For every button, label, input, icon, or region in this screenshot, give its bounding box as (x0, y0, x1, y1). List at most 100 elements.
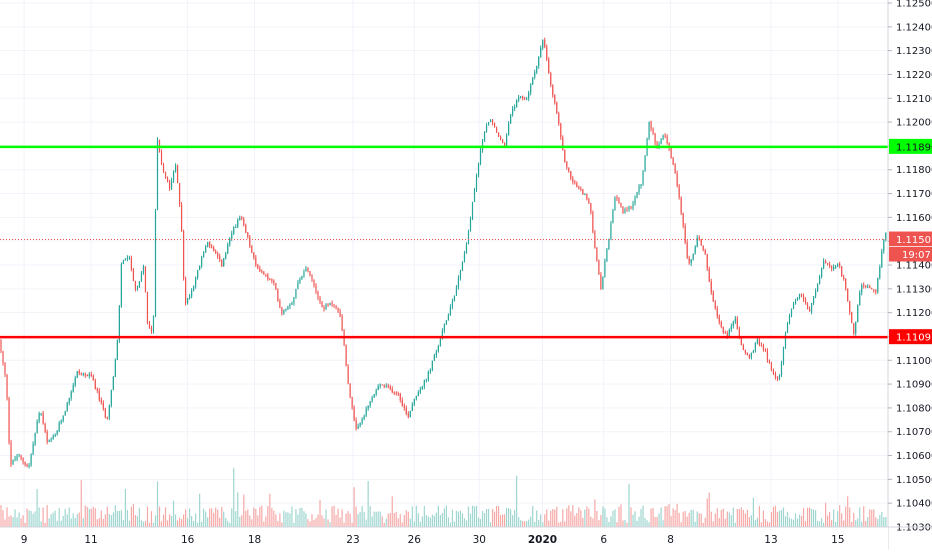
volume-bar (672, 508, 674, 527)
candle-body (790, 308, 793, 316)
candle-body (726, 333, 728, 337)
candle-body (780, 362, 783, 377)
volume-bar (231, 508, 233, 527)
candle-body (273, 280, 275, 284)
volume-bar (853, 512, 855, 527)
candle-body (672, 157, 674, 165)
volume-bar (213, 512, 215, 527)
volume-bar (718, 518, 720, 527)
candle-body (564, 149, 566, 162)
y-tick-label: 1.11600 (896, 213, 932, 224)
candle-body (253, 252, 255, 258)
candle-body (528, 92, 530, 99)
candle-body (459, 270, 462, 278)
volume-bar (447, 517, 450, 527)
candle-body (60, 420, 62, 424)
volume-bar (154, 515, 157, 527)
candle-body (148, 322, 151, 328)
candle-body (686, 242, 688, 258)
horizontal-lines[interactable] (0, 145, 888, 339)
candle-body (182, 230, 185, 279)
volume-bar (774, 505, 777, 527)
candle-body (162, 164, 165, 172)
candle-body (612, 209, 614, 224)
candle-body (156, 139, 159, 210)
candle-body (84, 373, 86, 376)
candle-body (827, 263, 829, 265)
candle-body (24, 461, 26, 465)
volume-bar (489, 522, 492, 527)
volume-bar (542, 522, 544, 527)
candle-body (469, 218, 472, 232)
y-tick-label: 1.11400 (896, 261, 932, 272)
candle-body (837, 263, 839, 266)
volume-bar (449, 522, 452, 527)
volume-bar (176, 520, 179, 527)
y-axis-background[interactable] (888, 0, 932, 550)
candle-body (538, 56, 540, 67)
volume-bar (790, 518, 793, 527)
volume-bar (634, 511, 636, 527)
candle-body (568, 167, 570, 172)
volume-bar (692, 510, 694, 527)
candle-body (706, 254, 708, 269)
candle-body (195, 277, 197, 287)
candle-body (405, 408, 407, 414)
y-tick-label: 1.10900 (896, 380, 932, 391)
candle-body (359, 422, 361, 426)
candle-body (650, 121, 652, 129)
support-price-label[interactable] (889, 329, 932, 345)
volume-bar (299, 507, 301, 527)
candle-body (821, 267, 823, 277)
candle-body (331, 303, 333, 305)
x-tick-label: 13 (764, 534, 777, 546)
volume-bar (570, 511, 572, 527)
candle-body (431, 360, 433, 370)
volume-bar (279, 513, 281, 527)
candle-body (40, 413, 42, 415)
candle-body (62, 415, 64, 421)
volume-bar (479, 519, 482, 527)
volume-bar (732, 507, 734, 527)
volume-bar (869, 509, 871, 527)
resistance-price-label[interactable] (889, 138, 932, 154)
candle-body (520, 96, 522, 98)
y-axis[interactable]: 1.12500 1.12400 1.12300 1.12200 1.12100 1.120… (887, 0, 932, 550)
volume-bar (576, 513, 578, 527)
x-axis[interactable]: 9 11 16 18 23 26 30 2020 6 8 13 15 (0, 526, 932, 550)
y-tick-label: 1.10400 (896, 499, 932, 510)
candle-body (241, 217, 243, 220)
volume-bar (180, 518, 183, 527)
candle-body (255, 257, 257, 265)
candle-body (64, 411, 66, 416)
candle-body (596, 247, 598, 261)
volume-bar (68, 507, 70, 527)
volume-bar (827, 515, 829, 527)
candle-body (536, 66, 538, 73)
candle-body (379, 384, 381, 387)
candle-body (656, 142, 658, 147)
x-axis-background[interactable] (0, 527, 888, 550)
candle-body (576, 183, 578, 187)
candle-body (205, 246, 207, 253)
candle-body (283, 310, 285, 314)
y-tick-label: 1.10300 (896, 523, 932, 534)
candle-body (22, 458, 24, 462)
candle-body (301, 275, 303, 279)
candle-body (237, 220, 239, 228)
candle-body (108, 405, 110, 418)
volume-bar (740, 507, 742, 527)
candle-body (443, 324, 446, 331)
volume-bar (134, 515, 137, 527)
volume-bar (329, 522, 331, 527)
volume-bar (158, 506, 161, 527)
candle-body (76, 371, 78, 378)
candle-body (447, 314, 450, 321)
volume-bar (760, 522, 763, 527)
candle-body (849, 300, 851, 313)
candle-body (184, 278, 187, 303)
candle-body (666, 136, 668, 144)
candle-body (742, 345, 744, 351)
